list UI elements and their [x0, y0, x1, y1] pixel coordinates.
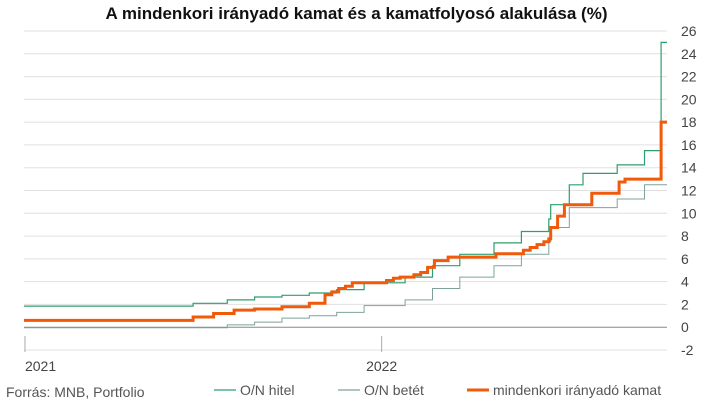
legend-label: mindenkori irányadó kamat	[493, 382, 661, 398]
series-line-2	[24, 184, 667, 329]
y-tick-label: -2	[681, 342, 694, 358]
y-tick-label: 18	[681, 114, 697, 130]
y-tick-label: 8	[681, 228, 689, 244]
series-line-3	[24, 120, 667, 322]
y-tick-label: 22	[681, 69, 697, 85]
x-tick-label: 2021	[25, 358, 56, 374]
legend: O/N hitel O/N betét mindenkori irányadó ka…	[214, 382, 661, 398]
y-tick-label: 14	[681, 160, 697, 176]
y-tick-label: 20	[681, 91, 697, 107]
x-axis-tick-labels: 2021 2022	[24, 336, 397, 374]
y-tick-label: 6	[681, 251, 689, 267]
y-tick-label: 2	[681, 296, 689, 312]
gridlines	[24, 30, 667, 351]
source-note: Forrás: MNB, Portfolio	[6, 384, 145, 400]
y-tick-label: 10	[681, 205, 697, 221]
x-tick-label: 2022	[366, 358, 397, 374]
y-tick-label: 12	[681, 183, 697, 199]
series-line-1	[24, 41, 667, 307]
y-tick-label: 24	[681, 46, 697, 62]
legend-label: O/N betét	[364, 382, 424, 398]
series-lines	[24, 41, 667, 329]
y-tick-label: 0	[681, 319, 689, 335]
y-tick-label: 4	[681, 274, 689, 290]
y-tick-label: 26	[681, 23, 697, 39]
chart-title: A mindenkori irányadó kamat és a kamatfo…	[105, 4, 608, 23]
y-tick-label: 16	[681, 137, 697, 153]
legend-label: O/N hitel	[240, 382, 294, 398]
